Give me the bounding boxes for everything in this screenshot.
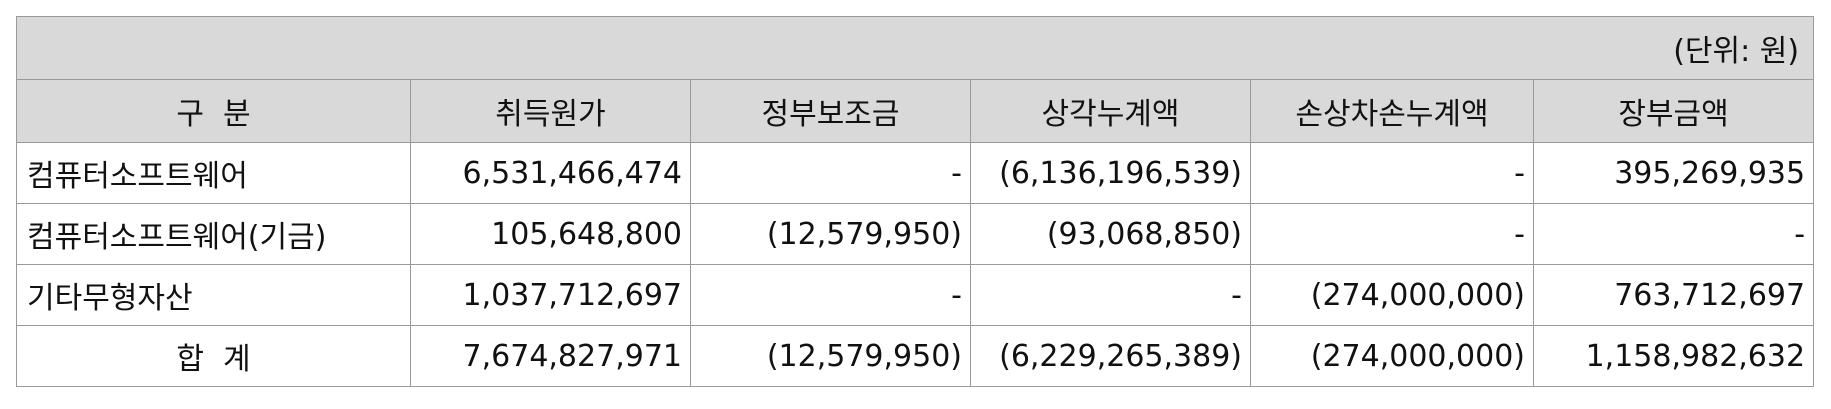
- unit-label: (단위: 원): [15, 16, 1815, 80]
- total-government-grant: (12,579,950): [690, 325, 971, 387]
- row-label: 컴퓨터소프트웨어: [16, 142, 411, 204]
- header-accumulated-impairment: 손상차손누계액: [1250, 79, 1534, 143]
- cell-accumulated-amortization: (6,136,196,539): [970, 142, 1251, 204]
- cell-book-value: -: [1532, 203, 1815, 265]
- table-row: 컴퓨터소프트웨어(기금) 105,648,800 (12,579,950) (9…: [16, 203, 1815, 265]
- row-label: 기타무형자산: [16, 264, 411, 326]
- cell-acquisition-cost: 105,648,800: [410, 203, 691, 265]
- cell-accumulated-impairment: -: [1250, 142, 1534, 204]
- header-acquisition-cost: 취득원가: [410, 79, 691, 143]
- row-label: 컴퓨터소프트웨어(기금): [16, 203, 411, 265]
- table-row: 컴퓨터소프트웨어 6,531,466,474 - (6,136,196,539)…: [16, 142, 1815, 204]
- cell-accumulated-amortization: -: [970, 264, 1251, 326]
- intangible-asset-table: (단위: 원) 구 분 취득원가 정부보조금 상각누계액 손상차손누계액 장부금…: [15, 16, 1815, 387]
- table-row: 기타무형자산 1,037,712,697 - - (274,000,000) 7…: [16, 264, 1815, 326]
- cell-acquisition-cost: 1,037,712,697: [410, 264, 691, 326]
- cell-accumulated-impairment: -: [1250, 203, 1534, 265]
- cell-government-grant: (12,579,950): [690, 203, 971, 265]
- cell-government-grant: -: [690, 142, 971, 204]
- header-accumulated-amortization: 상각누계액: [970, 79, 1251, 143]
- cell-accumulated-impairment: (274,000,000): [1250, 264, 1534, 326]
- unit-row: (단위: 원): [15, 16, 1815, 80]
- total-acquisition-cost: 7,674,827,971: [410, 325, 691, 387]
- header-row: 구 분 취득원가 정부보조금 상각누계액 손상차손누계액 장부금액: [16, 79, 1815, 143]
- cell-government-grant: -: [690, 264, 971, 326]
- cell-accumulated-amortization: (93,068,850): [970, 203, 1251, 265]
- total-label: 합 계: [16, 325, 411, 387]
- cell-acquisition-cost: 6,531,466,474: [410, 142, 691, 204]
- header-book-value: 장부금액: [1532, 79, 1815, 143]
- cell-book-value: 763,712,697: [1532, 264, 1815, 326]
- total-accumulated-impairment: (274,000,000): [1250, 325, 1534, 387]
- total-book-value: 1,158,982,632: [1532, 325, 1815, 387]
- header-government-grant: 정부보조금: [690, 79, 971, 143]
- total-row: 합 계 7,674,827,971 (12,579,950) (6,229,26…: [16, 325, 1815, 387]
- header-category: 구 분: [16, 79, 411, 143]
- total-accumulated-amortization: (6,229,265,389): [970, 325, 1251, 387]
- cell-book-value: 395,269,935: [1532, 142, 1815, 204]
- asset-table-container: (단위: 원) 구 분 취득원가 정부보조금 상각누계액 손상차손누계액 장부금…: [15, 16, 1815, 387]
